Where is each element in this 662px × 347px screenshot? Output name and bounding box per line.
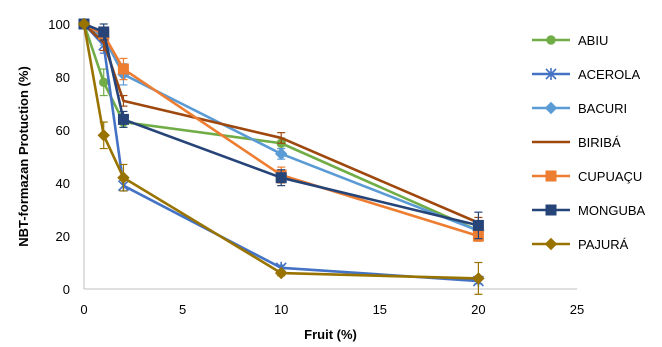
axes: 0 20 40 60 80 100 0 5 10 15 20 25 Fruit (%) NBT-forma… [16, 17, 584, 342]
legend-item-cupuaçu: CUPUAÇU [532, 169, 642, 184]
legend-label: MONGUBA [578, 203, 646, 218]
series-line [83, 23, 479, 224]
data-point [77, 17, 91, 31]
data-point [98, 26, 110, 38]
y-axis-title: NBT-formazan Protuction (%) [16, 66, 31, 247]
legend-marker [545, 204, 557, 216]
data-point [99, 77, 109, 88]
legend-marker [546, 35, 556, 45]
legend-label: CUPUAÇU [578, 169, 642, 184]
data-point [117, 171, 130, 184]
error-bar [277, 132, 286, 144]
y-tick-label: 20 [56, 229, 70, 244]
series-monguba [78, 18, 484, 240]
data-point [275, 172, 287, 184]
legend-marker [544, 101, 558, 115]
y-tick-label: 60 [56, 123, 70, 138]
x-tick-label: 5 [179, 302, 186, 317]
legend-label: ACEROLA [578, 67, 640, 82]
legend-label: ABIU [578, 33, 608, 48]
y-tick-label: 100 [48, 17, 70, 32]
legend-label: BACURI [578, 101, 627, 116]
series-pajurá [77, 17, 485, 295]
x-tick-label: 15 [373, 302, 387, 317]
data-point [472, 272, 485, 285]
legend-item-biribá: BIRIBÁ [532, 135, 621, 150]
series-abiu [79, 19, 484, 237]
x-tick-label: 0 [80, 302, 87, 317]
legend-marker [544, 237, 558, 251]
y-tick-label: 80 [56, 70, 70, 85]
legend-marker [545, 170, 557, 182]
x-tick-label: 25 [570, 302, 584, 317]
series-layer [77, 17, 485, 295]
data-point [117, 113, 129, 125]
legend-label: PAJURÁ [578, 237, 629, 252]
data-point [117, 63, 129, 75]
x-tick-label: 10 [274, 302, 288, 317]
legend-item-abiu: ABIU [532, 33, 608, 48]
x-axis-title: Fruit (%) [304, 327, 357, 342]
legend-item-monguba: MONGUBA [532, 203, 646, 218]
data-point [274, 147, 288, 161]
data-point [274, 266, 288, 280]
y-tick-label: 40 [56, 176, 70, 191]
legend-item-bacuri: BACURI [532, 101, 627, 116]
x-tick-label: 20 [471, 302, 485, 317]
data-point [97, 129, 110, 142]
data-point [472, 219, 484, 231]
legend-item-pajurá: PAJURÁ [532, 237, 629, 252]
legend-label: BIRIBÁ [578, 135, 621, 150]
legend: ABIU ACEROLA BACURI BIRIBÁ CUPUAÇU MONGUBA PAJ… [532, 33, 646, 252]
legend-item-acerola: ACEROLA [532, 67, 640, 82]
series-bacuri [77, 17, 485, 237]
y-tick-label: 0 [63, 282, 70, 297]
legend-marker [545, 68, 557, 80]
